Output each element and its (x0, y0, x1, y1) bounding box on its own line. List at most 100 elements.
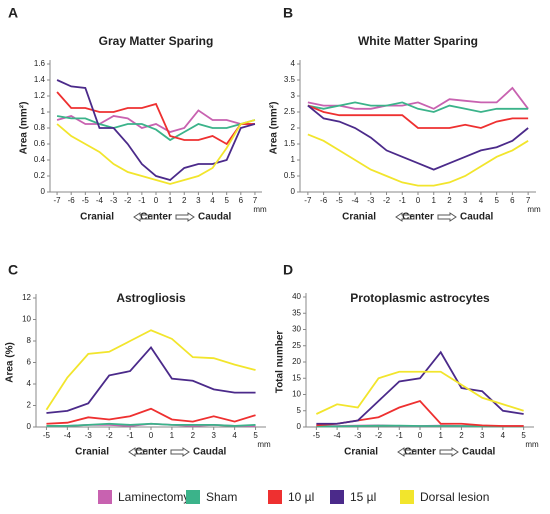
x-tick-label: 0 (418, 431, 423, 440)
y-tick-label: 4 (27, 379, 32, 388)
x-tick-label: 4 (210, 196, 215, 205)
x-tick-label: -4 (64, 431, 72, 440)
x-axis-label: mm (525, 440, 539, 449)
y-tick-label: 0.4 (34, 155, 46, 164)
x-tick-label: 2 (459, 431, 464, 440)
x-tick-label: 4 (479, 196, 484, 205)
axis-note: Center (135, 447, 167, 458)
x-tick-label: 7 (526, 196, 531, 205)
x-tick-label: 6 (510, 196, 515, 205)
series-line (315, 370, 524, 415)
series-line (56, 79, 256, 181)
arrow (397, 447, 417, 457)
x-tick-label: -5 (82, 196, 90, 205)
y-tick-label: 0 (291, 187, 296, 196)
y-tick-label: 3 (291, 91, 296, 100)
x-tick-label: -2 (383, 196, 391, 205)
x-tick-label: 3 (212, 431, 217, 440)
x-tick-label: -3 (110, 196, 118, 205)
arrow (437, 212, 457, 222)
y-tick-label: 1 (291, 155, 296, 164)
x-tick-label: 0 (154, 196, 159, 205)
y-tick-label: 25 (292, 341, 301, 350)
x-tick-label: -2 (106, 431, 114, 440)
axis-note: Cranial (80, 212, 114, 223)
panel-letter: B (283, 5, 293, 21)
y-tick-label: 2.5 (284, 107, 296, 116)
series-line (45, 329, 256, 411)
y-tick-label: 0.5 (284, 171, 296, 180)
y-tick-label: 0 (27, 422, 32, 431)
axis-note: Caudal (193, 447, 227, 458)
y-tick-label: 1.6 (34, 59, 46, 68)
x-tick-label: 3 (463, 196, 468, 205)
panel: B White Matter Sparing Area (mm²) 0 0.5 1 1.5 2… (269, 5, 541, 223)
y-tick-label: 1.2 (34, 91, 46, 100)
arrow (395, 212, 415, 222)
arrow (133, 212, 153, 222)
chart-title: White Matter Sparing (358, 34, 478, 48)
legend-swatch (330, 490, 344, 504)
chart-title: Astrogliosis (116, 291, 186, 305)
series-line (307, 104, 529, 129)
x-tick-label: 2 (191, 431, 196, 440)
x-tick-label: 2 (447, 196, 452, 205)
y-tick-label: 6 (27, 358, 32, 367)
y-tick-label: 12 (22, 293, 31, 302)
x-tick-label: -3 (85, 431, 93, 440)
y-tick-label: 2 (27, 401, 32, 410)
y-tick-label: 0.8 (34, 123, 46, 132)
x-axis-label: mm (527, 205, 541, 214)
x-tick-label: 0 (149, 431, 154, 440)
legend-swatch (268, 490, 282, 504)
panel: A Gray Matter Sparing Area (mm²) 0 0.2 0.4 0.6… (8, 5, 267, 223)
y-tick-label: 20 (292, 357, 301, 366)
arrow (439, 447, 459, 457)
legend-label: Dorsal lesion (420, 490, 489, 504)
y-tick-label: 10 (292, 390, 301, 399)
y-tick-label: 0 (297, 422, 302, 431)
arrow (170, 447, 190, 457)
x-tick-label: -1 (396, 431, 404, 440)
axis-note: Center (402, 212, 434, 223)
x-tick-label: -7 (304, 196, 312, 205)
y-tick-label: 1.5 (284, 139, 296, 148)
x-tick-label: 6 (239, 196, 244, 205)
legend-swatch (186, 490, 200, 504)
x-tick-label: -3 (367, 196, 375, 205)
axis-note: Caudal (198, 212, 232, 223)
y-tick-label: 4 (291, 59, 296, 68)
x-tick-label: -7 (54, 196, 62, 205)
x-tick-label: 4 (501, 431, 506, 440)
panel-letter: C (8, 262, 18, 278)
legend-label: Laminectomy (118, 490, 189, 504)
y-tick-label: 0.6 (34, 139, 46, 148)
y-tick-label: 1 (41, 107, 46, 116)
x-axis-label: mm (253, 205, 267, 214)
x-tick-label: -6 (68, 196, 76, 205)
y-tick-label: 30 (292, 325, 301, 334)
series-line (56, 115, 256, 142)
panel-letter: A (8, 5, 18, 21)
x-tick-label: -5 (313, 431, 321, 440)
x-tick-label: 5 (224, 196, 229, 205)
y-tick-label: 0.2 (34, 171, 46, 180)
axis-note: Cranial (344, 447, 378, 458)
x-tick-label: -1 (138, 196, 146, 205)
y-tick-label: 35 (292, 308, 301, 317)
series-line (56, 91, 255, 146)
y-tick-label: 40 (292, 292, 301, 301)
y-tick-label: 5 (297, 406, 302, 415)
series-line (46, 422, 256, 427)
axis-note: Center (140, 212, 172, 223)
legend-label: Sham (206, 490, 237, 504)
axis-note: Center (404, 447, 436, 458)
y-tick-label: 1.4 (34, 75, 46, 84)
x-tick-label: 0 (416, 196, 421, 205)
x-tick-label: 1 (432, 196, 437, 205)
x-tick-label: -4 (352, 196, 360, 205)
x-tick-label: 2 (182, 196, 187, 205)
x-tick-label: 1 (170, 431, 175, 440)
